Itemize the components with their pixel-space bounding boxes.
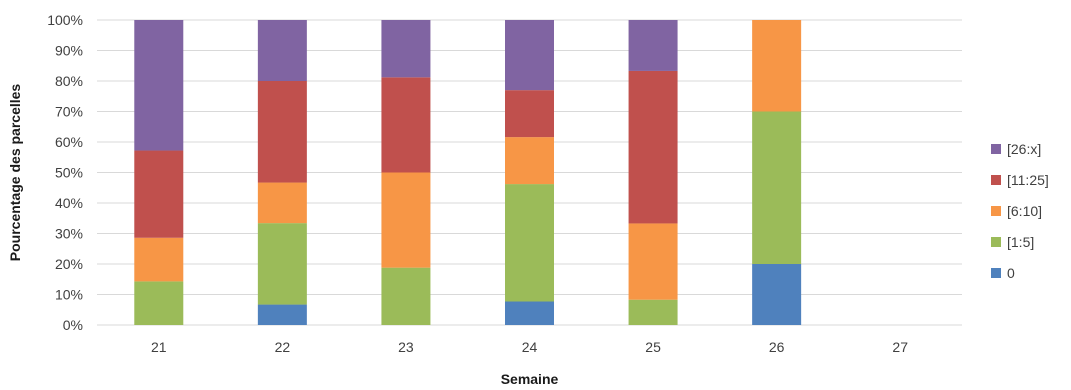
- bar-segment: [134, 281, 184, 325]
- bar-segment: [505, 137, 554, 185]
- y-axis-title: Pourcentage des parcelles: [7, 84, 23, 262]
- legend-label: [11:25]: [1007, 172, 1049, 188]
- x-tick-label: 27: [892, 339, 908, 355]
- bar-segment: [134, 150, 184, 238]
- legend-swatch: [991, 175, 1001, 185]
- bar-segment: [505, 301, 554, 325]
- bar-segment: [381, 77, 431, 173]
- legend-label: [1:5]: [1007, 234, 1034, 250]
- x-tick-label: 26: [769, 339, 785, 355]
- y-tick-label: 80%: [55, 73, 83, 89]
- y-tick-label: 0%: [63, 317, 83, 333]
- x-tick-label: 23: [398, 339, 414, 355]
- bar-segment: [628, 223, 678, 300]
- bar-segment: [752, 111, 802, 264]
- x-tick-label: 21: [151, 339, 167, 355]
- legend-swatch: [991, 268, 1001, 278]
- bar-segment: [257, 20, 307, 81]
- legend-label: [26:x]: [1007, 141, 1041, 157]
- bar-segment: [752, 20, 802, 112]
- bar-segment: [257, 223, 307, 305]
- bar-segment: [381, 267, 431, 325]
- bar-segment: [134, 20, 184, 151]
- legend-swatch: [991, 237, 1001, 247]
- bar-segment: [257, 81, 307, 183]
- bar-segment: [381, 172, 431, 268]
- y-tick-label: 60%: [55, 134, 83, 150]
- legend-swatch: [991, 144, 1001, 154]
- legend-label: [6:10]: [1007, 203, 1042, 219]
- y-tick-label: 70%: [55, 104, 83, 120]
- bar-segment: [628, 299, 678, 325]
- bar-segment: [257, 182, 307, 224]
- y-tick-label: 30%: [55, 226, 83, 242]
- x-axis-title: Semaine: [501, 371, 559, 387]
- bar-segment: [505, 184, 554, 302]
- bar-segment: [628, 70, 678, 224]
- y-tick-label: 20%: [55, 256, 83, 272]
- bar-segment: [381, 20, 431, 78]
- bar-segment: [752, 264, 802, 325]
- y-tick-label: 90%: [55, 43, 83, 59]
- bar-segment: [505, 20, 554, 91]
- x-tick-label: 24: [522, 339, 538, 355]
- bar-segment: [628, 20, 678, 71]
- legend-label: 0: [1007, 265, 1015, 281]
- legend-swatch: [991, 206, 1001, 216]
- y-tick-label: 100%: [47, 12, 83, 28]
- y-tick-label: 10%: [55, 287, 83, 303]
- bar-segment: [505, 90, 554, 138]
- x-tick-label: 22: [275, 339, 291, 355]
- y-tick-label: 40%: [55, 195, 83, 211]
- bar-segment: [257, 304, 307, 325]
- y-tick-label: 50%: [55, 165, 83, 181]
- bar-segment: [134, 237, 184, 282]
- x-tick-label: 25: [645, 339, 661, 355]
